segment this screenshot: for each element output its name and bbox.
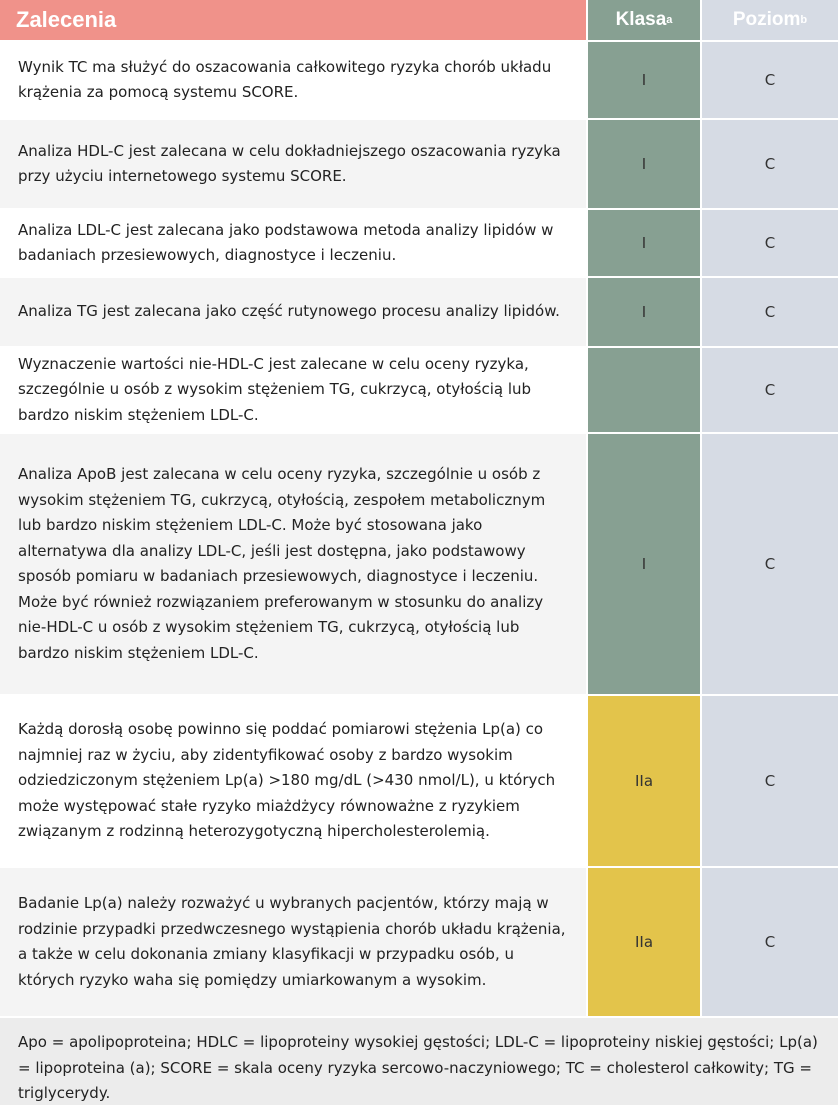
table-header: Zalecenia Klasa a Poziom b bbox=[0, 0, 838, 42]
level-cell: C bbox=[702, 348, 838, 432]
class-cell: I bbox=[588, 278, 700, 346]
class-cell: IIa bbox=[588, 696, 700, 866]
table-row: Badanie Lp(a) należy rozważyć u wybranyc… bbox=[0, 868, 838, 1018]
recommendation-text: Analiza HDL-C jest zalecana w celu dokła… bbox=[0, 120, 586, 208]
footnote: Apo = apolipoproteina; HDLC = lipoprotei… bbox=[0, 1018, 838, 1105]
table-row: Analiza LDL-C jest zalecana jako podstaw… bbox=[0, 210, 838, 278]
level-cell: C bbox=[702, 210, 838, 276]
level-cell: C bbox=[702, 868, 838, 1016]
level-cell: C bbox=[702, 696, 838, 866]
header-level: Poziom b bbox=[702, 0, 838, 40]
level-cell: C bbox=[702, 42, 838, 118]
header-level-sup: b bbox=[800, 14, 808, 26]
header-class-sup: a bbox=[666, 14, 673, 26]
table-row: Analiza ApoB jest zalecana w celu oceny … bbox=[0, 434, 838, 696]
recommendation-text: Każdą dorosłą osobę powinno się poddać p… bbox=[18, 720, 556, 841]
level-cell: C bbox=[702, 434, 838, 694]
header-level-label: Poziom bbox=[732, 9, 801, 30]
table-row: Wynik TC ma służyć do oszacowania całkow… bbox=[0, 42, 838, 120]
recommendation-text: Wyznaczenie wartości nie-HDL-C jest zale… bbox=[18, 354, 532, 424]
class-cell: I bbox=[588, 120, 700, 208]
class-cell: I bbox=[588, 210, 700, 276]
level-cell: C bbox=[702, 278, 838, 346]
recommendation-text: Analiza TG jest zalecana jako część ruty… bbox=[0, 278, 586, 346]
table-row: Analiza HDL-C jest zalecana w celu dokła… bbox=[0, 120, 838, 210]
header-recommendations: Zalecenia bbox=[0, 0, 586, 40]
class-cell bbox=[588, 348, 700, 432]
recommendation-text: Analiza ApoB jest zalecana w celu oceny … bbox=[0, 434, 586, 694]
recommendation-text: Analiza LDL-C jest zalecana jako podstaw… bbox=[18, 220, 554, 265]
recommendation-text: Badanie Lp(a) należy rozważyć u wybranyc… bbox=[0, 868, 586, 1016]
level-cell: C bbox=[702, 120, 838, 208]
table-row: Analiza TG jest zalecana jako część ruty… bbox=[0, 278, 838, 348]
table-row: Każdą dorosłą osobę powinno się poddać p… bbox=[0, 696, 838, 868]
table-row: Wyznaczenie wartości nie-HDL-C jest zale… bbox=[0, 348, 838, 434]
class-cell: I bbox=[588, 434, 700, 694]
class-cell: IIa bbox=[588, 868, 700, 1016]
recommendation-text: Wynik TC ma służyć do oszacowania całkow… bbox=[18, 57, 552, 102]
header-class-label: Klasa bbox=[615, 9, 667, 30]
class-cell: I bbox=[588, 42, 700, 118]
header-class: Klasa a bbox=[588, 0, 700, 40]
